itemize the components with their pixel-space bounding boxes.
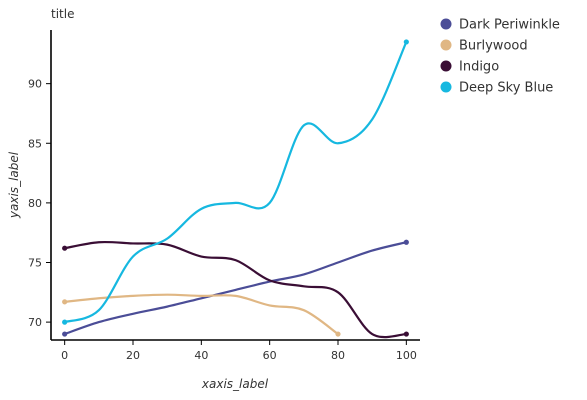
x-axis-label: xaxis_label	[201, 377, 269, 391]
series-endpoint-indigo	[404, 331, 409, 336]
legend-swatch	[441, 61, 452, 72]
y-ticks: 70 75 80 85 90	[28, 78, 51, 329]
series-endpoint-indigo	[62, 246, 67, 251]
chart-title: title	[51, 7, 74, 21]
x-tick-label: 20	[126, 349, 140, 362]
x-tick-label: 60	[263, 349, 277, 362]
y-tick-label: 70	[28, 316, 42, 329]
y-tick-label: 80	[28, 197, 42, 210]
series-endpoint-deep-sky-blue	[62, 320, 67, 325]
y-tick-label: 75	[28, 257, 42, 270]
series-layer	[62, 39, 409, 337]
legend-swatch	[441, 19, 452, 30]
series-endpoint-burlywood	[335, 331, 340, 336]
y-tick-label: 90	[28, 78, 42, 91]
legend-swatch	[441, 82, 452, 93]
legend: Dark Periwinkle Burlywood Indigo Deep Sky B…	[441, 18, 560, 96]
legend-label: Burlywood	[459, 39, 528, 54]
legend-label: Deep Sky Blue	[459, 81, 553, 96]
series-endpoint-dark-periwinkle	[62, 331, 67, 336]
series-line-dark-periwinkle	[65, 242, 407, 334]
y-tick-label: 85	[28, 137, 42, 150]
x-tick-label: 0	[61, 349, 68, 362]
series-endpoint-burlywood	[62, 299, 67, 304]
series-endpoint-deep-sky-blue	[404, 39, 409, 44]
legend-swatch	[441, 40, 452, 51]
y-axis-label: yaxis_label	[7, 151, 21, 219]
series-endpoint-dark-periwinkle	[404, 240, 409, 245]
x-tick-label: 80	[331, 349, 345, 362]
series-line-deep-sky-blue	[65, 42, 407, 322]
legend-label: Dark Periwinkle	[459, 18, 560, 33]
x-ticks: 0 20 40 60 80 100	[61, 340, 417, 362]
x-tick-label: 40	[194, 349, 208, 362]
x-tick-label: 100	[396, 349, 417, 362]
legend-label: Indigo	[459, 60, 499, 75]
